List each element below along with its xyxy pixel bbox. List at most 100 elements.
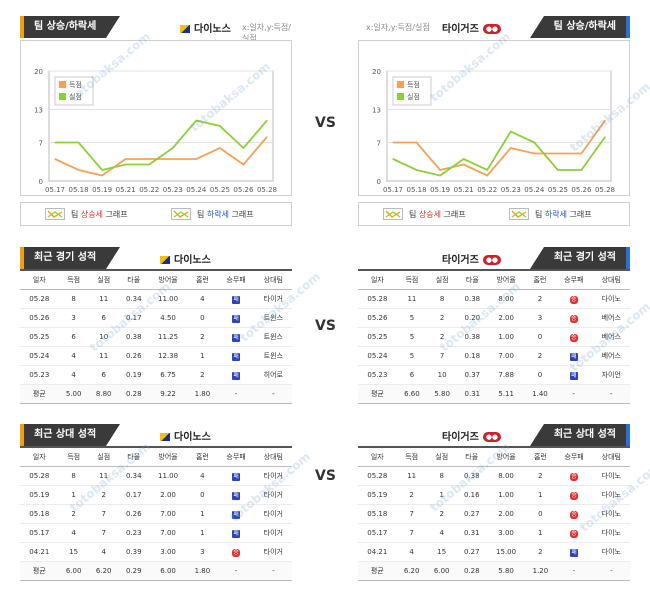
data-point bbox=[415, 169, 418, 171]
panel-title: 최근 상대 성적 bbox=[20, 424, 121, 446]
data-point bbox=[195, 158, 197, 160]
legend-rise: 팀 상승세 그래프 bbox=[45, 208, 128, 220]
column-header: 방어율 bbox=[487, 269, 525, 290]
data-point bbox=[439, 169, 441, 171]
column-header: 방어율 bbox=[148, 446, 188, 467]
x-tick-label: 05.19 bbox=[430, 186, 450, 193]
cell-res: 승 bbox=[555, 504, 593, 524]
data-point bbox=[242, 163, 245, 166]
cell-era: 7.00 bbox=[148, 523, 188, 543]
loss-badge: 패 bbox=[232, 491, 241, 500]
avg-cell-ra: 6.20 bbox=[88, 561, 119, 581]
table-row: 05.28 11 8 0.38 8.00 2 승 다이노 bbox=[358, 466, 630, 486]
recent-panel-right: 타이거즈 ●● 최근 경기 성적 일자 득점 실점 타율 방어율 홈런 승무패 상대팀 05.28… bbox=[358, 247, 630, 404]
table-header-row: 일자 득점 실점 타율 방어율 홈런 승무패 상대팀 bbox=[20, 269, 292, 290]
cell-opp: 타이거 bbox=[254, 523, 292, 543]
cell-res: 패 bbox=[217, 327, 255, 347]
cell-hr: 1 bbox=[187, 346, 218, 366]
column-header: 상대팀 bbox=[254, 269, 292, 290]
cell-avg: 0.39 bbox=[118, 542, 149, 562]
cell-res: 패 bbox=[217, 523, 255, 543]
cell-opp: 타이거 bbox=[254, 504, 292, 524]
panel-title: 최근 경기 성적 bbox=[529, 247, 630, 269]
cell-opp: 다이노 bbox=[592, 523, 630, 543]
cell-date: 05.24 bbox=[20, 346, 59, 366]
win-badge: 승 bbox=[570, 529, 579, 538]
cell-opp: 히어로 bbox=[254, 365, 292, 385]
cell-era: 2.00 bbox=[486, 504, 526, 524]
data-point bbox=[415, 141, 418, 144]
cell-ra: 7 bbox=[88, 523, 119, 543]
column-header: 상대팀 bbox=[592, 269, 630, 290]
chart-box: 0 7 13 20 05.17 05.18 05.19 05.21 05.22 05.23 05.2… bbox=[20, 40, 292, 196]
series-line-runs-allowed bbox=[55, 119, 268, 172]
average-row: 평균 6.60 5.80 0.31 5.11 1.40- - bbox=[358, 384, 630, 404]
data-point bbox=[580, 169, 583, 171]
column-header: 승무패 bbox=[217, 446, 255, 467]
cell-r: 5 bbox=[396, 346, 428, 366]
series-line-runs bbox=[393, 119, 606, 177]
team-name: 타이거즈 ●● bbox=[442, 428, 502, 443]
column-header: 타율 bbox=[456, 446, 487, 467]
data-point bbox=[533, 152, 535, 155]
win-badge: 승 bbox=[570, 491, 579, 500]
cell-ra: 8 bbox=[427, 289, 458, 309]
series-line-runs-allowed bbox=[392, 130, 606, 177]
table-row: 05.28 8 11 0.34 11.00 4 패 타이거 bbox=[20, 466, 292, 486]
data-point bbox=[266, 119, 268, 122]
cell-res: 승 bbox=[555, 308, 593, 328]
cell-date: 05.19 bbox=[20, 485, 59, 505]
cell-date: 05.28 bbox=[20, 289, 59, 309]
cell-res: 승 bbox=[555, 523, 593, 543]
stats-table: 일자 득점 실점 타율 방어율 홈런 승무패 상대팀 05.28 8 11 0.34 11.00 4 패 타이… bbox=[20, 446, 292, 581]
data-point bbox=[533, 141, 535, 144]
cell-era: 11.00 bbox=[148, 466, 188, 486]
cell-avg: 0.19 bbox=[118, 365, 149, 385]
table-row: 05.26 5 2 0.20 2.00 3 승 베어스 bbox=[358, 308, 630, 328]
avg-cell-res: - bbox=[555, 561, 593, 581]
avg-cell-r: 5.00 bbox=[58, 384, 89, 404]
data-point bbox=[148, 158, 150, 160]
avg-cell-res: - bbox=[217, 384, 255, 404]
cell-r: 4 bbox=[58, 346, 89, 366]
y-tick-label: 13 bbox=[34, 107, 43, 115]
avg-cell-opp: - bbox=[592, 384, 630, 404]
loss-badge: 패 bbox=[232, 333, 241, 342]
cell-era: 3.00 bbox=[486, 523, 526, 543]
data-point bbox=[195, 119, 197, 122]
cell-date: 05.25 bbox=[358, 327, 397, 347]
panel-header: 팀 상승/하락세 다이노스 x:일자,y:득점/실점 bbox=[20, 16, 292, 43]
avg-cell-r: 6.20 bbox=[396, 561, 427, 581]
cell-date: 05.25 bbox=[20, 327, 59, 347]
cell-hr: 3 bbox=[524, 308, 556, 328]
cell-ra: 2 bbox=[427, 327, 458, 347]
legend-swatch bbox=[397, 81, 404, 88]
data-point bbox=[125, 158, 127, 160]
cell-avg: 0.27 bbox=[456, 504, 487, 524]
cell-era: 1.00 bbox=[486, 485, 526, 505]
loss-badge: 패 bbox=[232, 510, 241, 519]
data-point bbox=[463, 163, 465, 166]
avg-cell-res: - bbox=[217, 561, 255, 581]
table-row: 05.17 7 4 0.31 3.00 1 승 다이노 bbox=[358, 523, 630, 543]
cell-hr: 1 bbox=[525, 485, 556, 505]
data-point bbox=[219, 147, 221, 149]
cell-opp: 다이노 bbox=[592, 504, 630, 524]
x-tick-label: 05.21 bbox=[116, 186, 136, 193]
cell-avg: 0.26 bbox=[118, 504, 149, 524]
data-point bbox=[172, 147, 174, 149]
cell-res: 승 bbox=[217, 542, 255, 562]
cell-opp: 트윈스 bbox=[254, 308, 292, 328]
stats-table: 일자 득점 실점 타율 방어율 홈런 승무패 상대팀 05.28 8 11 0.34 11.00 4 패 타이… bbox=[20, 269, 292, 404]
cell-r: 11 bbox=[396, 466, 427, 486]
cell-hr: 4 bbox=[187, 289, 218, 309]
vs-label: VS bbox=[315, 318, 336, 334]
column-header: 득점 bbox=[396, 446, 427, 467]
series-line-runs bbox=[54, 136, 268, 177]
table-row: 04.21 4 15 0.27 15.00 2 패 다이노 bbox=[358, 542, 630, 562]
column-header: 타율 bbox=[457, 269, 488, 290]
cell-avg: 0.23 bbox=[118, 523, 149, 543]
cell-r: 5 bbox=[396, 308, 428, 328]
cell-era: 7.00 bbox=[487, 346, 525, 366]
